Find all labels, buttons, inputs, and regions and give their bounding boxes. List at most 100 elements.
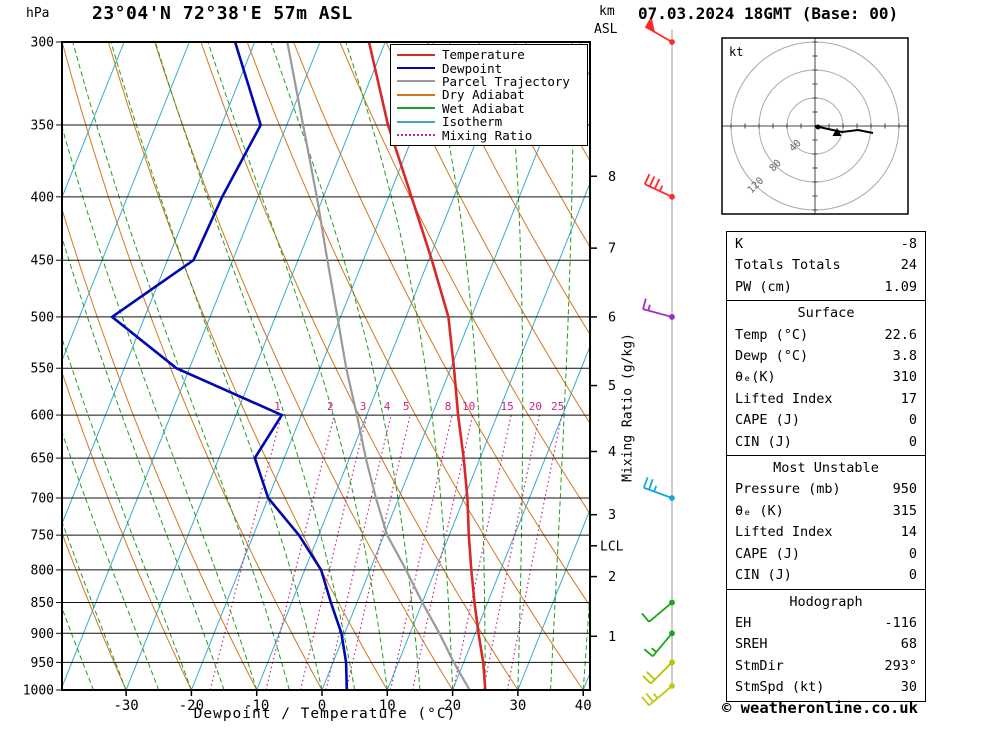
legend-item-temperature: Temperature	[395, 48, 583, 61]
legend-item-dewpoint: Dewpoint	[395, 61, 583, 75]
svg-text:900: 900	[31, 627, 54, 642]
stat-row-k-index: K -8	[735, 236, 917, 252]
svg-text:2: 2	[327, 400, 334, 413]
stats-most-unstable-title: Most Unstable	[773, 460, 879, 477]
svg-text:20: 20	[444, 698, 461, 714]
km-axis-labels: 1 2 3 4 5 6 7 8	[590, 169, 616, 645]
temperature-axis-label: Dewpoint / Temperature (°C)	[193, 706, 457, 722]
stat-row-surface-cin: CIN (J) 0	[735, 433, 917, 450]
wind-barb	[642, 477, 675, 501]
svg-text:1000: 1000	[23, 684, 54, 699]
temperature-axis-labels: -30 -20 -10 0 10 20 30 40	[113, 690, 592, 714]
stat-row-stmdir: StmDir 293°	[735, 657, 917, 674]
stat-row-mu-lifted-index: Lifted Index 14	[735, 524, 917, 541]
svg-text:-20: -20	[179, 698, 204, 714]
stat-row-surface-dewp: Dewp (°C) 3.8	[735, 348, 917, 365]
hodograph-border	[721, 37, 909, 215]
stat-row-surface-thetae: θₑ(K) 310	[735, 369, 917, 386]
legend-line-dry-adiabat	[397, 93, 435, 96]
wind-barb-column	[641, 15, 675, 706]
legend-line-wet-adiabat	[397, 107, 435, 110]
svg-text:8: 8	[445, 400, 452, 413]
legend-line-dewpoint	[397, 67, 435, 70]
hodograph-origin-dot	[815, 124, 821, 130]
station-title: 23°04'N 72°38'E 57m ASL	[92, 3, 353, 24]
stats-panel: K -8 Totals Totals 24 PW (cm) 1.09 Surface …	[726, 231, 926, 702]
stat-row-mu-thetae: θₑ (K) 315	[735, 502, 917, 519]
svg-text:0: 0	[318, 698, 326, 714]
svg-text:3: 3	[360, 400, 367, 413]
legend-item-isotherm: Isotherm	[395, 115, 583, 128]
stat-row-surface-lifted-index: Lifted Index 17	[735, 390, 917, 407]
altitude-axis-unit-km: km	[599, 4, 615, 19]
svg-text:120: 120	[746, 175, 767, 196]
stat-row-surface-cape: CAPE (J) 0	[735, 412, 917, 429]
stat-row-stmspd: StmSpd (kt) 30	[735, 679, 917, 696]
stats-surface-title: Surface	[797, 305, 855, 322]
svg-text:30: 30	[509, 698, 526, 714]
stats-box-hodograph: Hodograph EH -116 SREH 68 StmDir 293° StmSp…	[726, 588, 926, 702]
stats-box-most-unstable: Most Unstable Pressure (mb) 950 θₑ (K) 315…	[726, 455, 926, 590]
svg-text:2: 2	[608, 569, 616, 585]
wind-barb	[641, 683, 675, 706]
svg-text:800: 800	[31, 563, 54, 578]
legend-line-temperature	[397, 53, 435, 56]
chart-border	[61, 41, 591, 691]
svg-text:40: 40	[787, 138, 803, 154]
svg-text:6: 6	[608, 309, 616, 325]
mixing-ratio-value-labels: 1 2 3 4 5 8 10 15 20 25	[274, 400, 564, 413]
svg-text:4: 4	[608, 444, 616, 460]
isotherm-lines	[62, 42, 590, 690]
svg-text:850: 850	[31, 596, 54, 611]
hodograph-trace	[814, 125, 874, 134]
stat-row-sreh: SREH 68	[735, 636, 917, 653]
wind-barb	[644, 15, 675, 45]
svg-text:300: 300	[31, 36, 54, 51]
svg-text:3: 3	[608, 507, 616, 523]
svg-text:400: 400	[31, 190, 54, 205]
pressure-axis-unit: hPa	[26, 6, 50, 21]
lcl-marker: LCL	[590, 539, 624, 554]
svg-text:350: 350	[31, 118, 54, 133]
svg-text:700: 700	[31, 492, 54, 507]
copyright-link[interactable]: © weatheronline.co.uk	[722, 699, 918, 717]
svg-text:500: 500	[31, 310, 54, 325]
svg-text:20: 20	[529, 400, 542, 413]
legend-item-wet-adiabat: Wet Adiabat	[395, 102, 583, 115]
svg-text:450: 450	[31, 254, 54, 269]
svg-text:750: 750	[31, 529, 54, 544]
svg-text:-10: -10	[244, 698, 269, 714]
dewpoint-curve	[109, 42, 349, 690]
svg-text:LCL: LCL	[600, 539, 624, 554]
svg-text:8: 8	[608, 169, 616, 185]
mixing-ratio-lines	[209, 414, 563, 690]
wind-barb	[641, 599, 675, 623]
altitude-axis-unit-asl: ASL	[594, 22, 618, 37]
svg-text:-30: -30	[113, 698, 138, 714]
stat-row-surface-temp: Temp (°C) 22.6	[735, 326, 917, 343]
legend-item-dry-adiabat: Dry Adiabat	[395, 88, 583, 101]
svg-text:1: 1	[608, 629, 616, 645]
legend-item-parcel-trajectory: Parcel Trajectory	[395, 75, 583, 88]
svg-text:550: 550	[31, 362, 54, 377]
wind-barb	[643, 173, 675, 200]
svg-text:1: 1	[274, 400, 281, 413]
svg-text:950: 950	[31, 656, 54, 671]
svg-text:10: 10	[462, 400, 475, 413]
svg-text:25: 25	[551, 400, 564, 413]
svg-text:600: 600	[31, 409, 54, 424]
stats-hodograph-title: Hodograph	[789, 593, 863, 610]
svg-text:7: 7	[608, 241, 616, 257]
legend-item-mixing-ratio: Mixing Ratio	[395, 128, 583, 142]
pressure-axis-labels: 300 350 400 450 500 550 600 650 700 750 800 850 900 9…	[23, 36, 54, 699]
temperature-curve	[367, 42, 487, 690]
chart-legend: Temperature Dewpoint Parcel Trajectory D…	[390, 44, 588, 146]
svg-text:80: 80	[768, 158, 784, 174]
datetime-title: 07.03.2024 18GMT (Base: 00)	[638, 4, 899, 23]
legend-line-mixing-ratio	[397, 134, 435, 137]
storm-motion-marker	[832, 128, 842, 136]
svg-text:5: 5	[608, 378, 616, 394]
